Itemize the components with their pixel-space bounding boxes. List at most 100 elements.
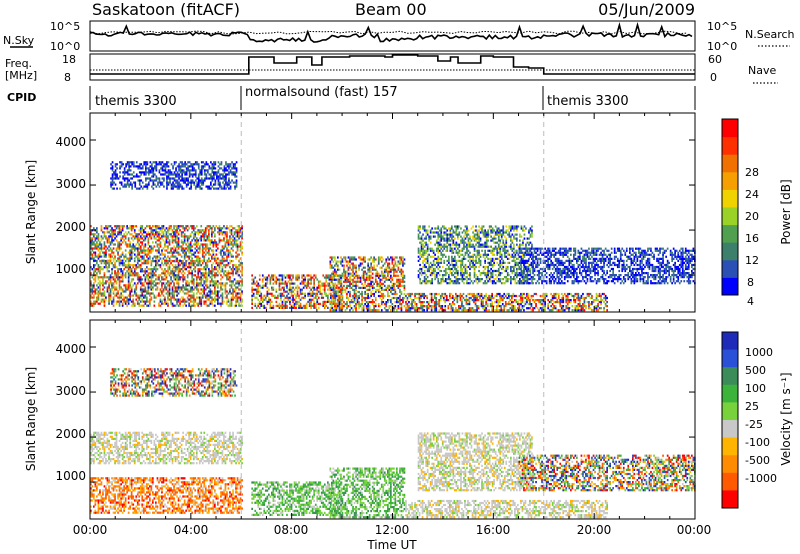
echo-cell (229, 304, 231, 307)
echo-cell (420, 247, 423, 250)
echo-cell (128, 163, 130, 166)
echo-cell (114, 243, 116, 246)
echo-cell (215, 266, 218, 269)
echo-cell (177, 233, 180, 236)
echo-cell (206, 227, 209, 230)
echo-cell (266, 278, 269, 281)
echo-cell (426, 296, 428, 300)
echo-cell (166, 181, 168, 184)
echo-cell (186, 229, 189, 232)
echo-cell (120, 243, 122, 246)
echo-cell (147, 225, 150, 228)
echo-cell (177, 251, 180, 254)
echo-cell (108, 225, 110, 228)
echo-cell (163, 185, 165, 188)
echo-cell (362, 274, 365, 277)
echo-cell (480, 305, 483, 308)
echo-cell (235, 239, 237, 242)
echo-cell (232, 245, 234, 248)
echo-cell (197, 185, 200, 188)
echo-cell (121, 272, 124, 275)
echo-cell (176, 165, 179, 168)
echo-cell (174, 225, 177, 228)
echo-cell (123, 268, 125, 271)
echo-cell (344, 288, 347, 291)
echo-cell (228, 183, 230, 186)
echo-cell (120, 296, 122, 299)
echo-cell (198, 268, 201, 271)
echo-cell (266, 276, 269, 279)
echo-cell (239, 270, 242, 273)
echo-cell (385, 301, 388, 304)
echo-cell (153, 300, 156, 303)
echo-cell (421, 294, 424, 298)
echo-cell (177, 284, 180, 287)
echo-cell (283, 286, 285, 289)
echo-cell (521, 301, 524, 304)
echo-cell (302, 296, 305, 299)
echo-cell (188, 298, 190, 301)
echo-cell (254, 304, 257, 307)
echo-cell (159, 264, 162, 267)
echo-cell (119, 167, 121, 170)
echo-cell (170, 282, 172, 285)
echo-cell (175, 185, 177, 188)
echo-cell (142, 274, 145, 277)
echo-cell (171, 304, 174, 307)
echo-cell (482, 301, 484, 304)
echo-cell (112, 284, 115, 287)
echo-cell (180, 276, 183, 279)
echo-cell (159, 288, 162, 291)
echo-cell (168, 227, 171, 230)
echo-cell (368, 282, 371, 285)
echo-cell (206, 284, 209, 287)
echo-cell (339, 278, 341, 281)
echo-cell (568, 299, 571, 302)
echo-cell (271, 274, 273, 277)
echo-cell (476, 292, 478, 296)
echo-cell (377, 272, 380, 275)
echo-cell (232, 239, 234, 242)
echo-cell (213, 175, 215, 178)
echo-cell (136, 272, 139, 275)
echo-cell (371, 299, 374, 302)
echo-cell (227, 270, 230, 273)
echo-cell (254, 296, 257, 299)
echo-cell (488, 296, 490, 300)
echo-cell (130, 253, 133, 256)
echo-cell (362, 296, 365, 300)
echo-cell (201, 251, 204, 254)
echo-cell (124, 237, 127, 240)
echo-cell (197, 262, 200, 265)
echo-cell (153, 294, 156, 297)
echo-cell (176, 300, 178, 303)
echo-cell (232, 264, 234, 267)
echo-cell (550, 292, 552, 296)
echo-cell (185, 264, 187, 267)
echo-cell (233, 284, 236, 287)
echo-cell (228, 187, 230, 190)
echo-cell (441, 305, 444, 308)
echo-cell (114, 165, 117, 168)
echo-cell (201, 296, 204, 299)
echo-cell (100, 249, 103, 252)
echo-cell (336, 284, 338, 287)
echo-cell (144, 227, 147, 230)
echo-cell (198, 249, 201, 252)
echo-cell (397, 299, 400, 302)
echo-cell (227, 245, 230, 248)
echo-cell (235, 183, 238, 186)
echo-cell (191, 165, 194, 168)
echo-cell (153, 260, 156, 263)
echo-cell (106, 259, 109, 262)
echo-cell (545, 294, 548, 298)
echo-cell (251, 300, 253, 303)
echo-cell (136, 235, 139, 238)
echo-cell (391, 278, 394, 281)
echo-cell (183, 268, 186, 271)
echo-cell (130, 294, 133, 297)
echo-cell (232, 260, 234, 263)
echo-cell (290, 290, 293, 293)
echo-cell (220, 251, 222, 254)
echo-cell (191, 282, 193, 285)
